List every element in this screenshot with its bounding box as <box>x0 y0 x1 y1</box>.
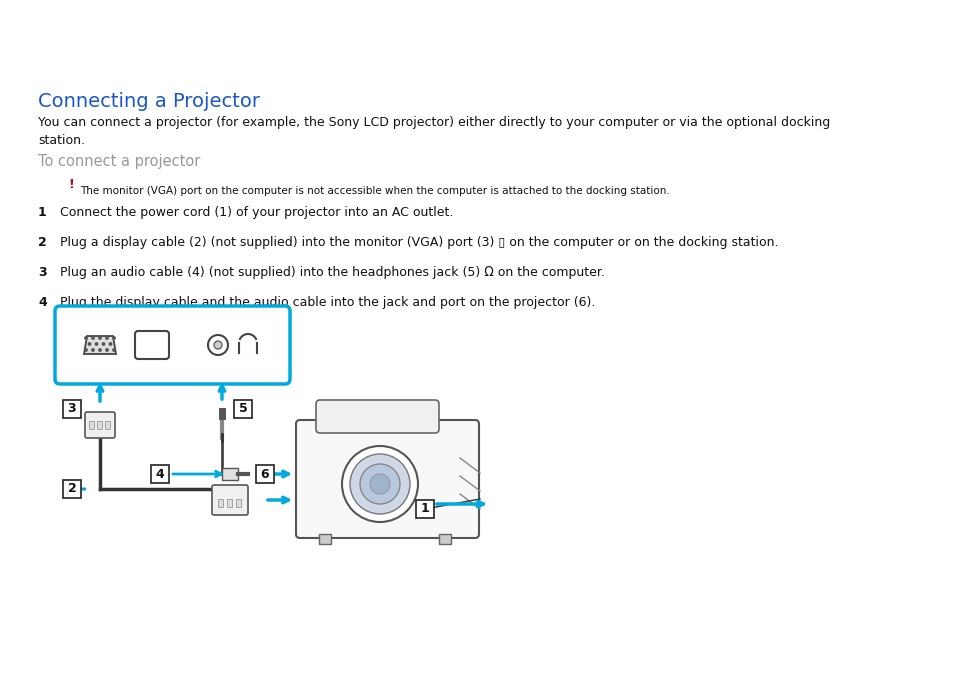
Circle shape <box>110 343 112 345</box>
Text: ∕AIO: ∕AIO <box>18 16 90 44</box>
Bar <box>222 468 237 480</box>
Text: Plug an audio cable (4) (not supplied) into the headphones jack (5) Ω on the com: Plug an audio cable (4) (not supplied) i… <box>60 266 604 279</box>
Bar <box>218 499 223 507</box>
Circle shape <box>85 337 87 339</box>
Text: Using Peripheral Devices: Using Peripheral Devices <box>815 37 953 47</box>
Text: ◄  96  ►: ◄ 96 ► <box>899 13 944 23</box>
Text: 5: 5 <box>238 402 247 415</box>
Bar <box>97 421 102 429</box>
FancyBboxPatch shape <box>135 331 169 359</box>
Text: 4: 4 <box>38 296 47 309</box>
Bar <box>227 499 232 507</box>
FancyBboxPatch shape <box>55 306 290 384</box>
Bar <box>235 499 241 507</box>
Circle shape <box>213 341 222 349</box>
Circle shape <box>350 454 410 514</box>
Bar <box>151 465 169 483</box>
Text: 3: 3 <box>38 266 47 279</box>
Text: 1: 1 <box>38 206 47 219</box>
Bar <box>438 534 451 544</box>
Bar <box>89 421 94 429</box>
Text: To connect a projector: To connect a projector <box>38 154 200 169</box>
Bar <box>233 400 252 418</box>
Text: 6: 6 <box>260 468 269 481</box>
FancyBboxPatch shape <box>212 485 248 515</box>
Text: The monitor (VGA) port on the computer is not accessible when the computer is at: The monitor (VGA) port on the computer i… <box>80 186 669 196</box>
Text: Connect the power cord (1) of your projector into an AC outlet.: Connect the power cord (1) of your proje… <box>60 206 453 219</box>
Polygon shape <box>84 336 116 354</box>
Circle shape <box>370 474 390 494</box>
Bar <box>63 480 81 498</box>
Text: 1: 1 <box>420 503 429 516</box>
Text: Plug a display cable (2) (not supplied) into the monitor (VGA) port (3) ▯ on the: Plug a display cable (2) (not supplied) … <box>60 236 778 249</box>
Bar <box>105 421 110 429</box>
Circle shape <box>106 337 108 339</box>
Text: Connecting a Projector: Connecting a Projector <box>38 92 260 111</box>
Circle shape <box>359 464 399 504</box>
Circle shape <box>112 349 115 351</box>
Bar <box>255 465 274 483</box>
FancyBboxPatch shape <box>295 420 478 538</box>
Text: !: ! <box>68 178 73 191</box>
Text: 3: 3 <box>68 402 76 415</box>
Text: 2: 2 <box>38 236 47 249</box>
Bar <box>63 400 81 418</box>
Circle shape <box>95 343 97 345</box>
FancyBboxPatch shape <box>315 400 438 433</box>
Circle shape <box>341 446 417 522</box>
Circle shape <box>91 349 94 351</box>
Bar <box>318 534 331 544</box>
Bar <box>416 500 434 518</box>
Circle shape <box>99 349 101 351</box>
Circle shape <box>91 337 94 339</box>
Text: You can connect a projector (for example, the Sony LCD projector) either directl: You can connect a projector (for example… <box>38 116 829 148</box>
Circle shape <box>102 343 105 345</box>
Circle shape <box>208 335 228 355</box>
Circle shape <box>89 343 91 345</box>
FancyBboxPatch shape <box>85 412 115 438</box>
Circle shape <box>106 349 108 351</box>
Text: Plug the display cable and the audio cable into the jack and port on the project: Plug the display cable and the audio cab… <box>60 296 595 309</box>
Circle shape <box>112 337 115 339</box>
Text: 4: 4 <box>155 468 164 481</box>
Circle shape <box>85 349 87 351</box>
Circle shape <box>99 337 101 339</box>
Text: 2: 2 <box>68 483 76 495</box>
